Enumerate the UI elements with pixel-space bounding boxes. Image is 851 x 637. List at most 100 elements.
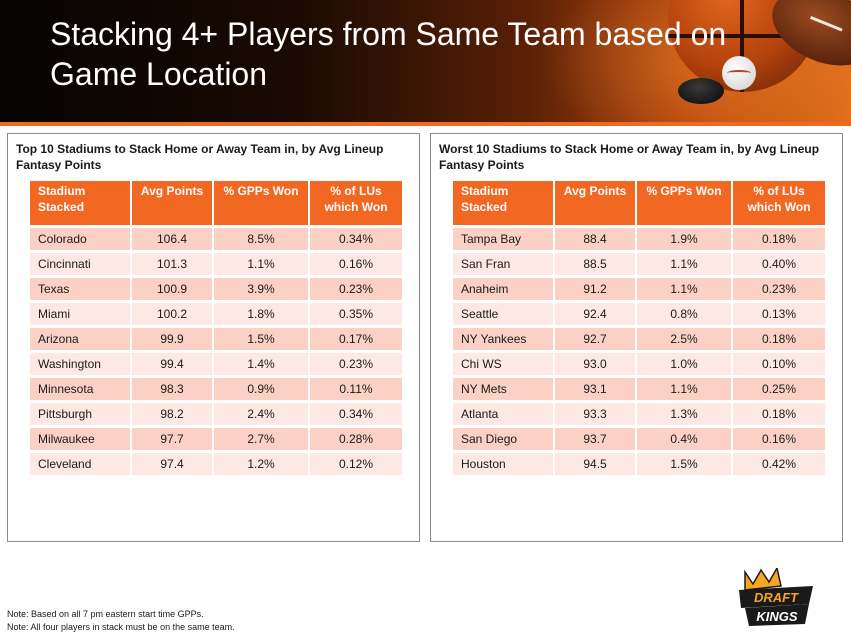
cell-gpps-won: 2.4% bbox=[214, 400, 310, 425]
cell-avg-points: 98.3 bbox=[132, 375, 215, 400]
cell-lus-won: 0.35% bbox=[310, 300, 402, 325]
cell-gpps-won: 1.1% bbox=[637, 275, 733, 300]
table-row: Anaheim 91.2 1.1% 0.23% bbox=[453, 275, 825, 300]
table-row: Seattle 92.4 0.8% 0.13% bbox=[453, 300, 825, 325]
table-row: San Fran 88.5 1.1% 0.40% bbox=[453, 250, 825, 275]
cell-stadium: Miami bbox=[30, 300, 132, 325]
column-header-avg-points: Avg Points bbox=[132, 181, 215, 225]
cell-lus-won: 0.16% bbox=[310, 250, 402, 275]
cell-stadium: Minnesota bbox=[30, 375, 132, 400]
column-header-gpps-won: % GPPs Won bbox=[637, 181, 733, 225]
cell-gpps-won: 1.1% bbox=[637, 375, 733, 400]
cell-avg-points: 97.7 bbox=[132, 425, 215, 450]
table-header-row: Stadium Stacked Avg Points % GPPs Won % … bbox=[453, 181, 825, 225]
table-row: Atlanta 93.3 1.3% 0.18% bbox=[453, 400, 825, 425]
table-row: Miami 100.2 1.8% 0.35% bbox=[30, 300, 402, 325]
cell-avg-points: 93.1 bbox=[555, 375, 638, 400]
cell-gpps-won: 1.5% bbox=[637, 450, 733, 475]
footnote-2: Note: All four players in stack must be … bbox=[7, 622, 235, 632]
page-title: Stacking 4+ Players from Same Team based… bbox=[50, 14, 770, 94]
table-row: Colorado 106.4 8.5% 0.34% bbox=[30, 225, 402, 250]
cell-avg-points: 97.4 bbox=[132, 450, 215, 475]
cell-stadium: San Fran bbox=[453, 250, 555, 275]
table-row: Milwaukee 97.7 2.7% 0.28% bbox=[30, 425, 402, 450]
footnotes: Note: Based on all 7 pm eastern start ti… bbox=[7, 608, 235, 634]
cell-avg-points: 100.9 bbox=[132, 275, 215, 300]
column-header-stadium: Stadium Stacked bbox=[30, 181, 132, 225]
cell-gpps-won: 2.7% bbox=[214, 425, 310, 450]
column-header-lus-won: % of LUs which Won bbox=[310, 181, 402, 225]
column-header-gpps-won: % GPPs Won bbox=[214, 181, 310, 225]
cell-stadium: Chi WS bbox=[453, 350, 555, 375]
cell-avg-points: 88.5 bbox=[555, 250, 638, 275]
cell-avg-points: 91.2 bbox=[555, 275, 638, 300]
cell-avg-points: 99.9 bbox=[132, 325, 215, 350]
footnote-1: Note: Based on all 7 pm eastern start ti… bbox=[7, 609, 204, 619]
cell-stadium: Pittsburgh bbox=[30, 400, 132, 425]
top-stadiums-body: Colorado 106.4 8.5% 0.34% Cincinnati 101.3 1.1… bbox=[30, 225, 402, 475]
table-row: Houston 94.5 1.5% 0.42% bbox=[453, 450, 825, 475]
table-row: Pittsburgh 98.2 2.4% 0.34% bbox=[30, 400, 402, 425]
top-stadiums-panel: Top 10 Stadiums to Stack Home or Away Te… bbox=[7, 133, 420, 542]
cell-lus-won: 0.13% bbox=[733, 300, 825, 325]
top-stadiums-title: Top 10 Stadiums to Stack Home or Away Te… bbox=[16, 142, 384, 172]
cell-gpps-won: 0.9% bbox=[214, 375, 310, 400]
cell-stadium: Anaheim bbox=[453, 275, 555, 300]
table-row: Minnesota 98.3 0.9% 0.11% bbox=[30, 375, 402, 400]
cell-lus-won: 0.40% bbox=[733, 250, 825, 275]
table-row: Cleveland 97.4 1.2% 0.12% bbox=[30, 450, 402, 475]
title-line-2: Game Location bbox=[50, 56, 268, 92]
cell-stadium: NY Mets bbox=[453, 375, 555, 400]
cell-lus-won: 0.18% bbox=[733, 400, 825, 425]
cell-lus-won: 0.23% bbox=[310, 275, 402, 300]
table-row: Cincinnati 101.3 1.1% 0.16% bbox=[30, 250, 402, 275]
column-header-avg-points: Avg Points bbox=[555, 181, 638, 225]
cell-gpps-won: 8.5% bbox=[214, 225, 310, 250]
cell-gpps-won: 1.0% bbox=[637, 350, 733, 375]
cell-gpps-won: 1.2% bbox=[214, 450, 310, 475]
cell-avg-points: 98.2 bbox=[132, 400, 215, 425]
title-line-1: Stacking 4+ Players from Same Team based… bbox=[50, 16, 727, 52]
logo-text-line-1: DRAFT bbox=[754, 590, 799, 605]
cell-stadium: Cleveland bbox=[30, 450, 132, 475]
cell-lus-won: 0.10% bbox=[733, 350, 825, 375]
cell-stadium: Houston bbox=[453, 450, 555, 475]
cell-gpps-won: 1.8% bbox=[214, 300, 310, 325]
table-row: Arizona 99.9 1.5% 0.17% bbox=[30, 325, 402, 350]
cell-stadium: Cincinnati bbox=[30, 250, 132, 275]
logo-text-line-2: KINGS bbox=[756, 609, 798, 624]
table-row: NY Mets 93.1 1.1% 0.25% bbox=[453, 375, 825, 400]
cell-lus-won: 0.11% bbox=[310, 375, 402, 400]
cell-avg-points: 92.4 bbox=[555, 300, 638, 325]
cell-lus-won: 0.42% bbox=[733, 450, 825, 475]
cell-stadium: NY Yankees bbox=[453, 325, 555, 350]
cell-stadium: San Diego bbox=[453, 425, 555, 450]
table-row: Washington 99.4 1.4% 0.23% bbox=[30, 350, 402, 375]
cell-gpps-won: 0.4% bbox=[637, 425, 733, 450]
cell-lus-won: 0.12% bbox=[310, 450, 402, 475]
cell-lus-won: 0.34% bbox=[310, 400, 402, 425]
cell-gpps-won: 1.1% bbox=[637, 250, 733, 275]
cell-avg-points: 99.4 bbox=[132, 350, 215, 375]
cell-gpps-won: 1.5% bbox=[214, 325, 310, 350]
cell-stadium: Milwaukee bbox=[30, 425, 132, 450]
cell-avg-points: 93.7 bbox=[555, 425, 638, 450]
cell-lus-won: 0.23% bbox=[733, 275, 825, 300]
cell-stadium: Tampa Bay bbox=[453, 225, 555, 250]
cell-avg-points: 93.0 bbox=[555, 350, 638, 375]
cell-gpps-won: 2.5% bbox=[637, 325, 733, 350]
cell-avg-points: 93.3 bbox=[555, 400, 638, 425]
draftkings-logo: DRAFT KINGS bbox=[739, 568, 813, 626]
worst-stadiums-table: Stadium Stacked Avg Points % GPPs Won % … bbox=[453, 181, 825, 475]
worst-stadiums-body: Tampa Bay 88.4 1.9% 0.18% San Fran 88.5 1.1% 0.… bbox=[453, 225, 825, 475]
cell-stadium: Washington bbox=[30, 350, 132, 375]
table-row: Chi WS 93.0 1.0% 0.10% bbox=[453, 350, 825, 375]
header-banner: Stacking 4+ Players from Same Team based… bbox=[0, 0, 851, 122]
cell-avg-points: 100.2 bbox=[132, 300, 215, 325]
cell-avg-points: 106.4 bbox=[132, 225, 215, 250]
table-row: NY Yankees 92.7 2.5% 0.18% bbox=[453, 325, 825, 350]
cell-gpps-won: 1.1% bbox=[214, 250, 310, 275]
table-row: Texas 100.9 3.9% 0.23% bbox=[30, 275, 402, 300]
cell-avg-points: 101.3 bbox=[132, 250, 215, 275]
column-header-stadium: Stadium Stacked bbox=[453, 181, 555, 225]
